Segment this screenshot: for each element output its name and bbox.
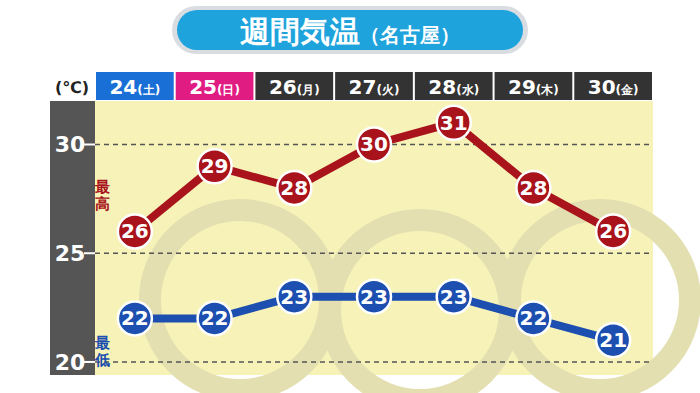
header-cell <box>255 72 333 100</box>
x-tick-label: 25(日) <box>189 75 240 99</box>
marker <box>516 171 550 205</box>
marks <box>118 106 630 357</box>
marker <box>118 214 152 248</box>
data-label: 23 <box>280 285 308 309</box>
series-name-char: 低 <box>94 351 110 369</box>
title-border <box>172 6 528 54</box>
data-label: 28 <box>280 176 308 200</box>
x-tick-label: 30(金) <box>588 75 639 99</box>
series-name-char: 最 <box>94 334 110 352</box>
series-name-char: 高 <box>95 195 110 213</box>
y-tick <box>84 361 95 363</box>
weekday: (水) <box>456 83 479 97</box>
y-tick <box>84 143 95 145</box>
day: 30 <box>588 75 616 99</box>
title-main: 週間気温 <box>240 14 360 49</box>
title-sub: （名古屋） <box>360 23 460 47</box>
marker <box>118 301 152 335</box>
x-tick-label: 28(水) <box>428 75 479 99</box>
series-name-char: 最 <box>94 178 110 196</box>
y-tick-label: 20 <box>55 350 86 375</box>
data-label: 23 <box>360 285 388 309</box>
data-label: 30 <box>360 132 388 156</box>
decoration <box>150 210 330 390</box>
header-cell <box>415 72 493 100</box>
day: 26 <box>269 75 297 99</box>
x-tick-label: 24(土) <box>109 75 160 99</box>
marker <box>277 280 311 314</box>
weekday: (木) <box>536 83 559 97</box>
x-tick-label: 29(木) <box>508 75 559 99</box>
header-cell <box>335 72 413 100</box>
weekday: (月) <box>297 83 320 97</box>
header-cell <box>176 72 254 100</box>
data-label: 26 <box>599 219 627 243</box>
x-tick-label: 27(火) <box>349 75 400 99</box>
marker <box>437 106 471 140</box>
grid-line <box>95 361 653 363</box>
y-tick-label: 30 <box>55 132 86 157</box>
day: 28 <box>428 75 456 99</box>
data-label: 31 <box>440 111 468 135</box>
y-tick-label: 25 <box>55 241 86 266</box>
chart: 週間気温（名古屋）(℃)24(土)25(日)26(月)27(火)28(水)29(… <box>0 0 700 393</box>
data-label: 21 <box>599 328 627 352</box>
data-label: 22 <box>121 306 149 330</box>
data-label: 22 <box>201 306 229 330</box>
data-label: 26 <box>121 219 149 243</box>
grid-line <box>95 252 653 254</box>
series-name: 最高 <box>94 178 110 213</box>
marker <box>596 214 630 248</box>
day: 29 <box>508 75 536 99</box>
weekday: (金) <box>616 83 639 97</box>
title: 週間気温（名古屋） <box>240 14 460 49</box>
y-tick <box>84 252 95 254</box>
day: 24 <box>109 75 137 99</box>
data-label: 28 <box>520 176 548 200</box>
weekday: (土) <box>137 83 160 97</box>
marker <box>357 127 391 161</box>
marker <box>198 149 232 183</box>
header-cell <box>495 72 573 100</box>
weekday: (火) <box>376 83 399 97</box>
marker <box>437 280 471 314</box>
header-cell <box>574 72 652 100</box>
marker <box>277 171 311 205</box>
marker <box>198 301 232 335</box>
x-tick-label: 26(月) <box>269 75 320 99</box>
y-axis-label: (℃) <box>55 78 89 97</box>
title-background <box>177 10 523 50</box>
series-name: 最低 <box>94 334 110 369</box>
weekday: (日) <box>217 83 240 97</box>
day: 25 <box>189 75 217 99</box>
marker <box>357 280 391 314</box>
header-cell <box>96 72 174 100</box>
decoration <box>510 210 690 390</box>
data-label: 23 <box>440 285 468 309</box>
marker <box>516 301 550 335</box>
marker <box>596 323 630 357</box>
series-line <box>135 123 613 232</box>
data-label: 22 <box>520 306 548 330</box>
day: 27 <box>349 75 377 99</box>
y-axis <box>50 101 95 375</box>
data-label: 29 <box>201 154 229 178</box>
